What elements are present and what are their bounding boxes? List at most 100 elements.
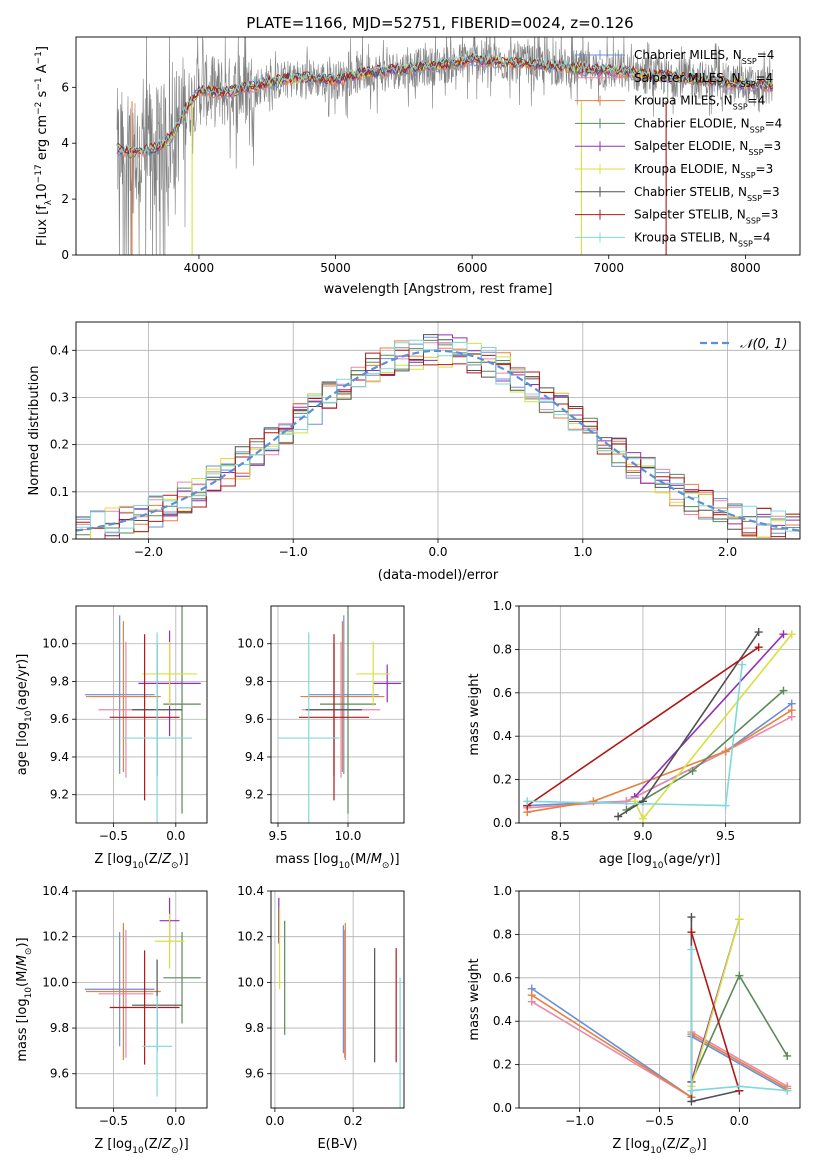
legend-label-part: =3 (762, 185, 780, 199)
y-tick-label: 9.6 (245, 1067, 264, 1081)
axis-label-part: Z (161, 852, 172, 867)
y-tick-label: 1.0 (493, 599, 512, 613)
chart-residuals: −2.0 −1.0 0.0 1.0 2.0 0.0 0.1 0.2 0.3 0.4 𝒩(0, 1) (… (27, 321, 801, 583)
y-tick-label: 0.0 (493, 1101, 512, 1115)
series-marker (687, 928, 696, 937)
chart-massweight_vs_Z: −1.0 −0.5 0.0 0.0 0.2 0.4 0.6 0.8 1.0 Z [log10(Z/… (467, 884, 801, 1156)
series-marker (638, 814, 647, 823)
x-tick-label: 2.0 (718, 545, 737, 559)
x-tick-label: −1.0 (279, 545, 308, 559)
axis-label-part: (Z/ (144, 852, 163, 867)
gaussian-curve (75, 349, 801, 532)
x-tick-label: −0.5 (645, 1114, 674, 1128)
spectrum-model-line (116, 50, 773, 158)
x-tick-label: −2.0 (134, 545, 163, 559)
series-marker (738, 660, 747, 669)
spectrum-model-line (116, 54, 773, 155)
legend-label-part: Chabrier ELODIE, N (634, 116, 750, 130)
legend-label-part: SSP (733, 102, 748, 111)
legend-label-part: Salpeter STELIB, N (634, 208, 746, 222)
y-tick-label: 10.0 (237, 975, 264, 989)
series-line (690, 931, 741, 1091)
x-tick-label: 0.2 (344, 1114, 363, 1128)
axis-label-part: Normed distribution (27, 366, 42, 496)
axis-label: Z [log10(Z/Z⊙)] (94, 1137, 188, 1156)
axis-label: Z [log10(Z/Z⊙)] (94, 852, 188, 871)
axes-frame (75, 321, 801, 540)
legend-label-part: SSP (747, 193, 762, 202)
axis-label: wavelength [Angstrom, rest frame] (324, 282, 553, 297)
y-tick-label: 0.2 (493, 773, 512, 787)
axis-label-part: s (35, 90, 50, 101)
series-marker (783, 1086, 792, 1095)
series-marker (687, 945, 696, 954)
series-marker (687, 1097, 696, 1106)
x-tick-label: 1.0 (573, 545, 592, 559)
series-marker (523, 797, 532, 806)
histogram-step (76, 341, 800, 539)
axis-label-part: (Z/ (144, 1137, 163, 1152)
legend-label: Kroupa ELODIE, NSSP=3 (634, 162, 773, 180)
axes-frame (270, 890, 405, 1109)
axes-frame (75, 36, 801, 256)
axis-label-part: log (319, 852, 339, 867)
y-tick-label: 0.8 (493, 642, 512, 656)
y-tick-label: 0.2 (50, 438, 69, 452)
legend-label: Kroupa STELIB, NSSP=4 (634, 230, 771, 248)
legend-label-part: =3 (756, 162, 774, 176)
series-line (527, 715, 793, 809)
legend-label: Chabrier MILES, NSSP=4 (634, 48, 774, 66)
axis-label-part: ⊙ (382, 861, 390, 871)
y-tick-label: 9.8 (50, 1021, 69, 1035)
legend-label-part: SSP (750, 125, 765, 134)
axis-label-part: ⊙ (171, 861, 179, 871)
histogram-step (76, 342, 800, 539)
histogram-step (76, 340, 800, 539)
y-tick-label: 10.0 (42, 637, 69, 651)
chart-mass_vs_Z: −0.5 0.09.69.810.010.210.4Z [log10(Z/Z⊙)]… (15, 884, 208, 1156)
y-tick-label: 0.1 (50, 485, 69, 499)
axis-label-part: −2 (34, 102, 44, 115)
axis-label-part: log (112, 852, 132, 867)
x-tick-label: 4000 (184, 261, 215, 275)
series-line (634, 633, 785, 798)
axis-label: mass weight (467, 673, 482, 755)
axis-label-part: )] (389, 852, 399, 867)
y-tick-label: 0.4 (493, 1014, 512, 1028)
histogram-step (76, 334, 800, 539)
axis-label: mass [log10(M/M⊙)] (275, 852, 399, 871)
axis-label: Z [log10(Z/Z⊙)] (612, 1137, 706, 1156)
chart-mass_vs_ebv: 0.0 0.2 9.6 9.8 10.0 10.2 10.4 E(B-V) (237, 884, 405, 1152)
axis-label-part: mass [ (275, 852, 318, 867)
x-tick-label: 9.5 (716, 829, 735, 843)
axis-label-part: log (632, 852, 652, 867)
y-tick-label: 0.0 (50, 532, 69, 546)
legend-label-part: Salpeter ELODIE, N (634, 139, 748, 153)
y-tick-label: 0.8 (493, 927, 512, 941)
axis-label-part: Z [ (612, 1137, 630, 1152)
series-marker (687, 1086, 696, 1095)
y-tick-label: 0.0 (493, 816, 512, 830)
legend-label-part: SSP (738, 239, 753, 248)
axis-label-part: (data-model)/error (378, 568, 499, 583)
axis-label-part: (age/yr)] (663, 852, 720, 867)
axis-label-part: (Z/ (662, 1137, 681, 1152)
axis-label-part: 10 (24, 987, 34, 999)
series-marker (779, 686, 788, 695)
y-tick-label: 10.0 (237, 637, 264, 651)
axis-label: mass [log10(M/M⊙)] (15, 937, 34, 1061)
axis-label: (data-model)/error (378, 568, 499, 583)
axis-label-part: wavelength [Angstrom, rest frame] (324, 282, 553, 297)
axis-label-part: A (35, 64, 50, 77)
series-line (690, 918, 741, 1087)
axis-label: age [log10(age/yr)] (599, 852, 721, 871)
axis-label-part: )] (179, 1137, 189, 1152)
axis-label: Normed distribution (27, 366, 42, 496)
axis-label-part: mass [ (15, 1018, 30, 1061)
x-tick-label: 5000 (320, 261, 351, 275)
axis-label-part: 10 (132, 1146, 144, 1156)
y-tick-label: 10.4 (42, 884, 69, 898)
legend-label-part: Chabrier STELIB, N (634, 185, 747, 199)
legend-label-part: Kroupa STELIB, N (634, 230, 738, 244)
series-marker (688, 766, 697, 775)
